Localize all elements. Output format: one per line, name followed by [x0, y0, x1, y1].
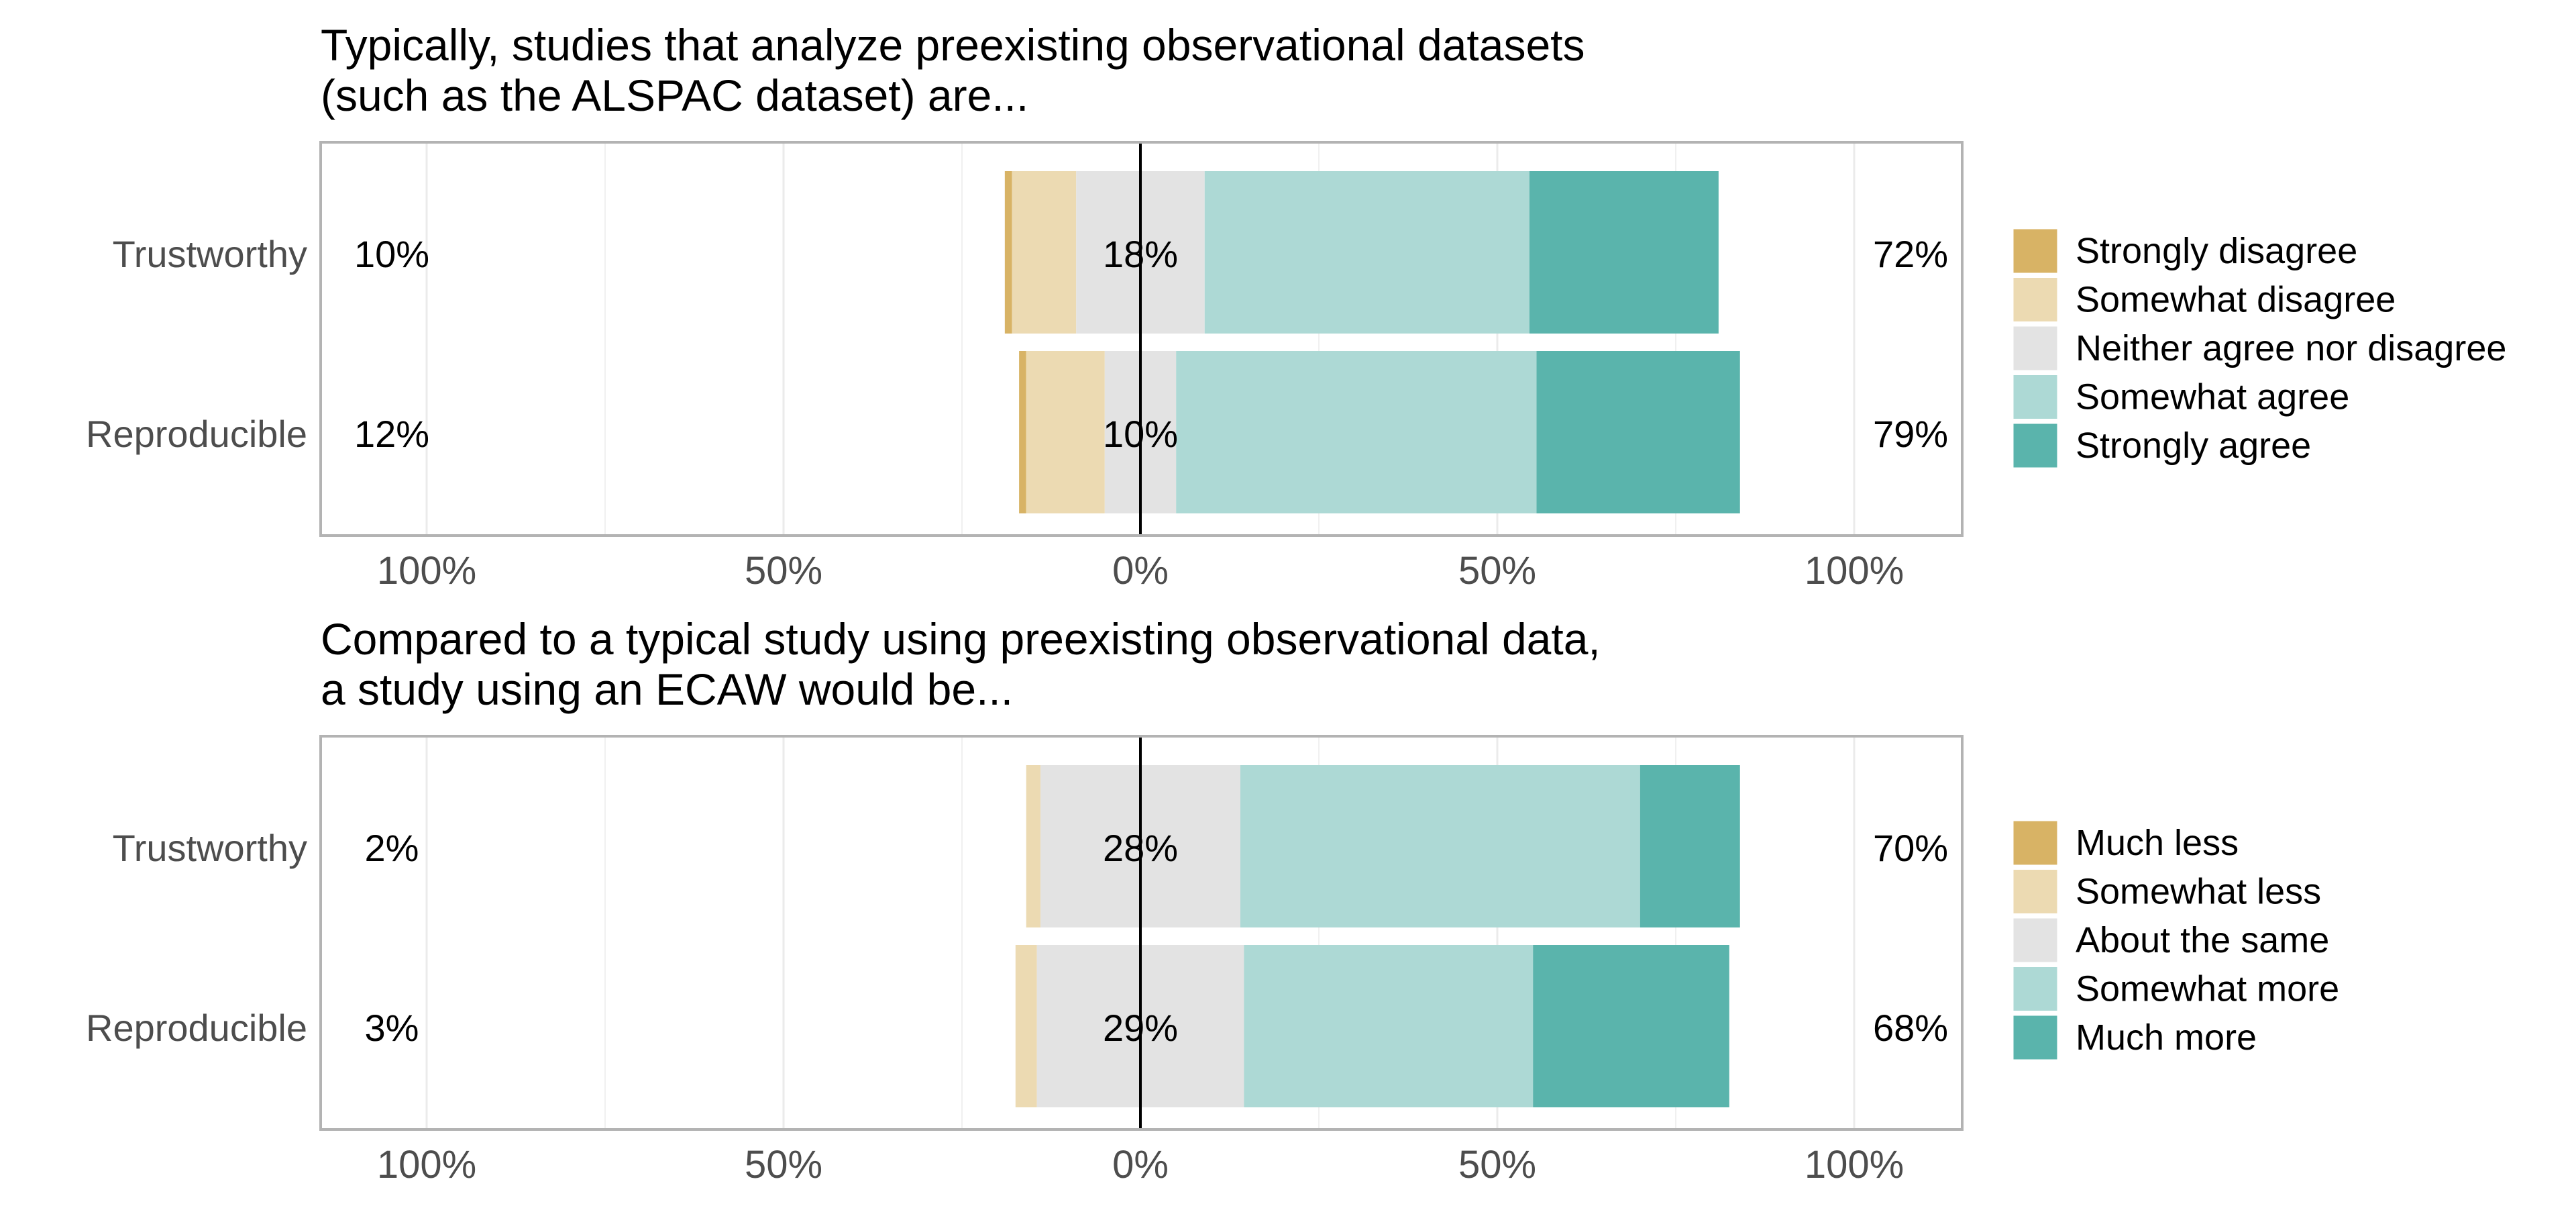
legend-label: Much more	[2076, 1017, 2257, 1058]
x-tick-label: 100%	[377, 549, 476, 593]
legend-swatch	[2011, 916, 2059, 964]
legend-label: Somewhat agree	[2076, 377, 2349, 417]
bar-segment-somewhat-less	[1026, 765, 1041, 927]
legend-label: Somewhat more	[2076, 969, 2339, 1009]
legend-swatch	[2011, 421, 2059, 470]
panel-border	[319, 141, 1964, 537]
bar-segment-strongly-agree	[1529, 171, 1719, 334]
left-percent-label: 10%	[354, 233, 429, 275]
right-percent-label: 72%	[1873, 233, 1948, 275]
right-percent-label: 70%	[1873, 827, 1948, 869]
chart-panel-2: Compared to a typical study using preexi…	[86, 614, 2339, 1187]
chart-title-line-1: Compared to a typical study using preexi…	[321, 614, 1601, 664]
x-tick-label: 100%	[1805, 549, 1904, 593]
bar-segment-somewhat-disagree	[1012, 171, 1077, 334]
right-percent-label: 79%	[1873, 413, 1948, 455]
legend-label: Somewhat disagree	[2076, 280, 2396, 320]
category-label: Trustworthy	[113, 233, 307, 275]
legend-swatch	[2011, 324, 2059, 372]
x-tick-label: 50%	[1458, 1143, 1536, 1187]
legend-swatch	[2011, 965, 2059, 1013]
chart-panel-1: Typically, studies that analyze preexist…	[86, 20, 2506, 593]
chart-title-line-2: (such as the ALSPAC dataset) are...	[321, 70, 1028, 120]
bar-segment-somewhat-more	[1240, 765, 1640, 927]
chart-title-line-2: a study using an ECAW would be...	[321, 664, 1013, 714]
legend-label: Much less	[2076, 823, 2239, 863]
legend-label: Strongly agree	[2076, 425, 2311, 466]
x-tick-label: 100%	[377, 1143, 476, 1187]
bar-segment-strongly-agree	[1536, 351, 1740, 513]
x-tick-label: 50%	[745, 549, 822, 593]
bar-segment-strongly-disagree	[1019, 351, 1026, 513]
left-percent-label: 12%	[354, 413, 429, 455]
bar-segment-strongly-disagree	[1004, 171, 1012, 334]
bar-segment-much-more	[1533, 945, 1729, 1107]
x-tick-label: 50%	[745, 1143, 822, 1187]
right-percent-label: 68%	[1873, 1007, 1948, 1049]
bar-segment-somewhat-disagree	[1026, 351, 1105, 513]
chart-title-line-1: Typically, studies that analyze preexist…	[321, 20, 1585, 70]
bar-segment-somewhat-less	[1015, 945, 1037, 1107]
panel-border	[319, 735, 1964, 1131]
bar-segment-much-more	[1640, 765, 1740, 927]
category-label: Reproducible	[86, 1007, 307, 1049]
legend-swatch	[2011, 373, 2059, 421]
x-tick-label: 100%	[1805, 1143, 1904, 1187]
bar-segment-somewhat-agree	[1176, 351, 1537, 513]
x-tick-label: 0%	[1112, 1143, 1169, 1187]
legend-swatch	[2011, 1013, 2059, 1062]
legend-label: Somewhat less	[2076, 872, 2321, 912]
bar-segment-somewhat-more	[1244, 945, 1534, 1107]
legend-swatch	[2011, 227, 2059, 275]
legend-label: Neither agree nor disagree	[2076, 328, 2506, 368]
bar-segment-somewhat-agree	[1204, 171, 1529, 334]
left-percent-label: 2%	[365, 827, 419, 869]
legend-swatch	[2011, 819, 2059, 867]
legend-swatch	[2011, 868, 2059, 915]
left-percent-label: 3%	[365, 1007, 419, 1049]
category-label: Trustworthy	[113, 827, 307, 869]
x-tick-label: 0%	[1112, 549, 1169, 593]
legend-label: About the same	[2076, 920, 2329, 960]
legend-label: Strongly disagree	[2076, 231, 2357, 271]
category-label: Reproducible	[86, 413, 307, 455]
legend-swatch	[2011, 276, 2059, 323]
x-tick-label: 50%	[1458, 549, 1536, 593]
